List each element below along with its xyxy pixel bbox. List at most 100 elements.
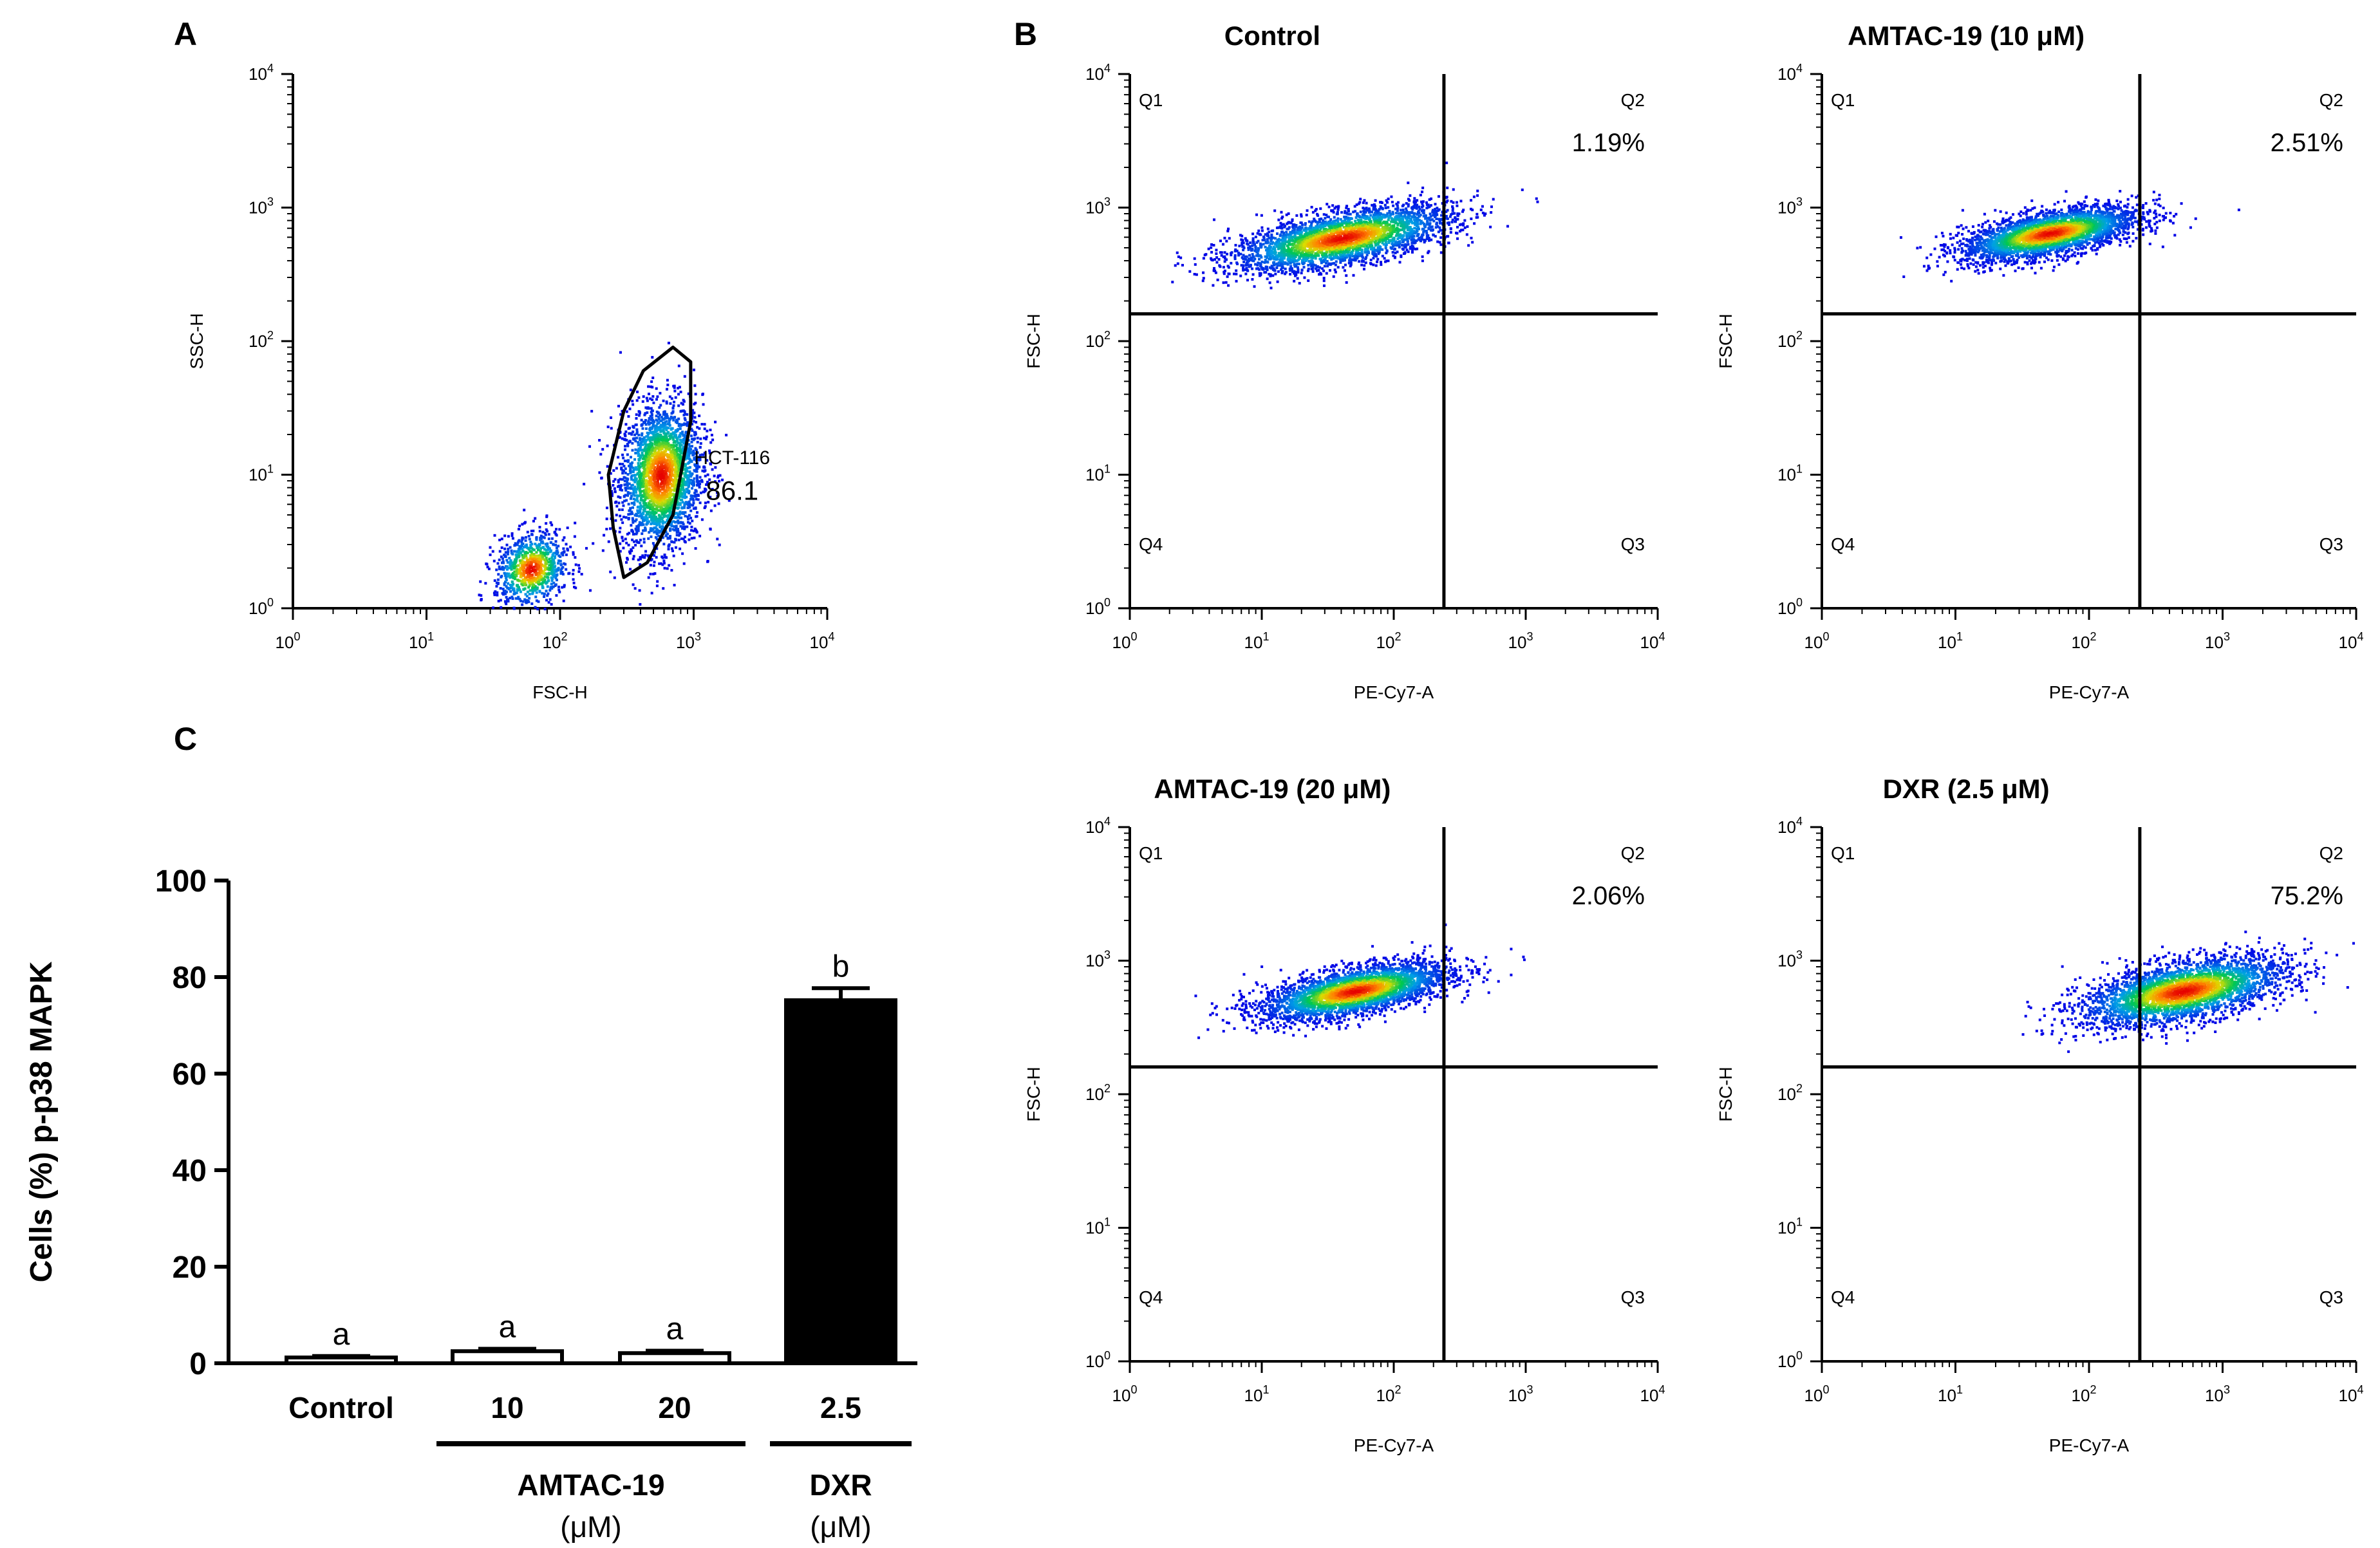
data-point [639,555,642,559]
data-point [610,427,613,430]
data-point [662,413,665,416]
data-point [629,492,632,495]
data-point [703,427,706,431]
data-point [655,506,659,509]
data-point [675,436,678,439]
data-point [549,541,552,545]
data-point [523,587,527,590]
data-point [527,586,530,589]
data-point [1334,270,1337,274]
data-point [666,567,669,570]
data-point [618,508,621,511]
data-point [686,490,689,494]
data-point [1405,207,1408,210]
data-point [696,436,699,440]
data-point [651,521,654,525]
data-point [566,527,569,530]
scatter-points [478,341,731,611]
data-point [637,454,640,457]
data-point [542,577,545,581]
data-point [658,471,661,474]
data-point [661,511,664,514]
data-point [530,529,533,532]
data-point [565,553,568,556]
data-point [668,478,671,481]
data-point [629,497,632,500]
data-point [673,400,676,404]
data-point [495,584,498,588]
data-point [638,414,641,417]
data-point [652,519,655,523]
data-point [524,536,527,539]
data-point [644,423,648,426]
data-point [709,509,713,512]
data-point [630,548,633,551]
data-point [670,397,673,400]
data-point [653,561,656,564]
data-point [545,563,548,566]
data-point [625,410,628,413]
data-point [685,454,688,457]
data-point [624,448,627,451]
data-point [1235,279,1238,283]
data-point [635,466,638,469]
data-point [693,536,696,539]
data-point [646,518,649,521]
data-point [648,481,651,485]
data-point [684,514,687,518]
data-point [632,466,635,469]
data-point [672,445,675,449]
data-point [689,516,693,519]
data-point [692,420,695,423]
data-point [541,581,545,584]
data-point [627,441,630,444]
data-point [698,534,702,537]
data-point [679,501,682,505]
data-point [688,503,691,507]
data-point [626,453,629,456]
data-point [677,519,680,523]
data-point [521,523,524,526]
data-point [679,463,682,467]
data-point [572,581,576,584]
data-point [619,496,622,499]
data-point [668,462,671,465]
data-point [489,553,492,556]
data-point [645,396,648,400]
data-point [666,507,669,510]
data-point [603,534,606,537]
data-point [662,543,666,546]
data-point [532,553,536,556]
data-point [718,474,722,477]
data-point [686,424,689,427]
data-point [706,559,709,563]
data-point [691,483,694,486]
data-point [497,573,500,576]
data-point [588,589,592,592]
data-point [1472,195,1476,198]
data-point [615,505,619,508]
data-point [655,460,658,463]
data-point [653,504,657,507]
data-point [670,540,673,543]
data-point [675,534,679,537]
data-point [684,418,687,422]
data-point [631,400,634,403]
data-point [1434,203,1437,206]
data-point [1376,260,1379,263]
data-point [1371,210,1374,214]
data-point [621,539,624,543]
data-point [685,467,688,470]
data-point [626,532,629,536]
data-point [629,471,632,474]
data-point [541,555,545,558]
data-point [661,424,664,427]
data-point [646,520,649,523]
panel-label-c: C [174,721,197,757]
data-point [667,444,670,447]
data-point [655,441,658,444]
data-point [709,441,713,444]
data-point [523,580,526,583]
data-point [622,504,625,507]
data-point [675,468,678,471]
